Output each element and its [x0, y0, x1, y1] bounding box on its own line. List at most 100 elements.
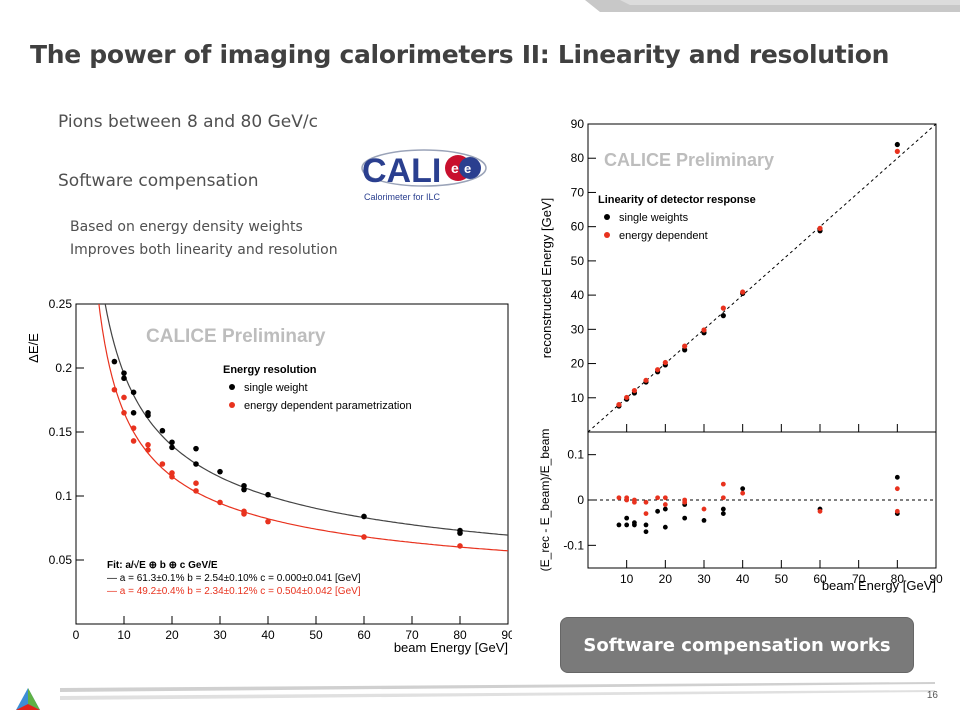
y-axis-label: reconstructed Energy [GeV]: [539, 198, 554, 358]
data-point: [121, 410, 127, 416]
legend-marker-single-weight: [229, 384, 235, 390]
residual-point: [701, 506, 707, 512]
data-point: [193, 461, 199, 467]
legend-title: Energy resolution: [223, 364, 317, 376]
data-point: [241, 482, 247, 489]
y-tick-label: 80: [571, 151, 585, 165]
residual-point: [894, 474, 900, 480]
conclusion-badge: Software compensation works: [560, 617, 914, 673]
data-point: [193, 445, 199, 452]
residual-point: [655, 495, 660, 501]
residual-point: [655, 508, 660, 514]
data-point: [217, 468, 223, 475]
data-point: [361, 513, 367, 520]
data-point: [457, 530, 463, 536]
data-point: [130, 425, 137, 431]
data-point: [241, 486, 247, 493]
residual-point: [632, 497, 637, 503]
fit-label-single: — a = 61.3±0.1% b = 2.54±0.10% c = 0.000…: [107, 573, 361, 584]
residual-point: [662, 502, 668, 507]
y-tick-label: 10: [571, 391, 585, 405]
x-tick-label: 10: [117, 628, 131, 642]
data-point: [145, 412, 151, 419]
header-decoration: [585, 0, 960, 12]
y-tick-label: 50: [571, 254, 585, 268]
legend-entry-single-weights: single weights: [619, 212, 689, 224]
data-point: [193, 480, 199, 486]
legend-marker-single-weights: [604, 214, 610, 220]
y-tick-label: 0.25: [49, 297, 73, 311]
y-tick-label: 90: [571, 117, 585, 131]
y-tick-label: 40: [571, 288, 585, 302]
data-point: [701, 327, 707, 333]
svg-text:e: e: [451, 160, 459, 176]
x-tick-label: 90: [501, 628, 512, 642]
x-tick-label: 50: [775, 572, 789, 586]
x-tick-label: 20: [165, 628, 179, 642]
data-point: [111, 358, 118, 365]
residual-point: [740, 490, 746, 496]
data-point: [145, 447, 151, 453]
data-point: [817, 225, 823, 231]
residual-point: [682, 515, 688, 521]
y-tick-label: 60: [571, 220, 585, 234]
data-point: [159, 461, 166, 467]
residual-point: [662, 495, 668, 501]
residual-point: [817, 508, 823, 514]
x-axis-label: beam Energy [GeV]: [394, 640, 508, 655]
legend-entry-energy-dependent: energy dependent: [619, 230, 708, 242]
bullet-software-compensation: Software compensation: [58, 171, 259, 191]
data-point: [265, 518, 271, 525]
data-point: [894, 141, 900, 148]
x-tick-label: 80: [891, 572, 905, 586]
svg-text:e: e: [464, 161, 471, 176]
bullet-pions: Pions between 8 and 80 GeV/c: [58, 112, 318, 132]
residual-point: [894, 486, 900, 492]
x-tick-label: 50: [309, 628, 323, 642]
calice-logo: CALI e e Calorimeter for ILC: [361, 149, 487, 202]
y-axis-label: ΔE/E: [26, 333, 41, 363]
watermark: CALICE Preliminary: [146, 326, 326, 347]
data-point: [111, 386, 118, 393]
y-tick-label: 30: [571, 322, 585, 336]
x-tick-label: 0: [73, 628, 80, 642]
residual-point: [720, 481, 726, 487]
residual-point: [662, 524, 668, 530]
data-point: [130, 410, 137, 416]
data-point: [624, 394, 630, 401]
residual-y-tick-label: 0: [577, 493, 584, 507]
legend-marker-energy-dependent: [229, 402, 235, 408]
residual-point: [624, 515, 630, 521]
x-tick-label: 30: [697, 572, 711, 586]
data-point: [894, 148, 900, 154]
x-tick-label: 30: [213, 628, 227, 642]
data-point: [643, 377, 649, 383]
legend-entry-energy-dependent: energy dependent parametrization: [244, 400, 412, 412]
fit-title: Fit: a/√E ⊕ b ⊕ c GeV/E: [107, 560, 218, 571]
residual-point: [894, 508, 900, 514]
logo-text: CALI: [362, 152, 441, 190]
data-point: [169, 470, 175, 476]
data-point: [457, 543, 463, 549]
residual-point: [720, 495, 726, 501]
x-axis-label: beam Energy [GeV]: [822, 578, 936, 593]
logo-caption: Calorimeter for ILC: [364, 192, 441, 202]
data-point: [720, 305, 726, 311]
y-tick-label: 0.2: [55, 361, 72, 375]
x-tick-label: 60: [357, 628, 371, 642]
legend-entry-single-weight: single weight: [244, 382, 308, 394]
residual-point: [720, 511, 726, 516]
data-point: [193, 488, 199, 494]
residual-point: [624, 522, 630, 528]
y-tick-label: 0.15: [49, 425, 73, 439]
y-tick-label: 0.1: [55, 489, 72, 503]
y-tick-label: 0.05: [49, 553, 73, 567]
residual-point: [682, 499, 688, 505]
data-point: [361, 534, 367, 540]
x-tick-label: 70: [405, 628, 419, 642]
residual-point: [643, 522, 649, 528]
x-tick-label: 70: [852, 572, 866, 586]
data-point: [145, 442, 151, 448]
fit-label-energy-dependent: — a = 49.2±0.4% b = 2.34±0.12% c = 0.504…: [107, 586, 361, 597]
data-point: [121, 375, 127, 382]
